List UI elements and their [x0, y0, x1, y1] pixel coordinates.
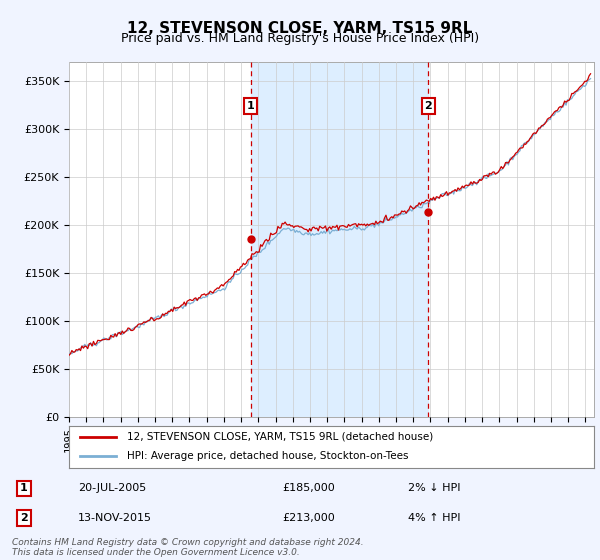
- Text: 1: 1: [247, 101, 254, 111]
- Text: 2% ↓ HPI: 2% ↓ HPI: [408, 483, 461, 493]
- Text: Price paid vs. HM Land Registry's House Price Index (HPI): Price paid vs. HM Land Registry's House …: [121, 32, 479, 45]
- Text: 4% ↑ HPI: 4% ↑ HPI: [408, 513, 461, 523]
- Text: 2: 2: [424, 101, 432, 111]
- Text: 2: 2: [20, 513, 28, 523]
- Text: 1: 1: [20, 483, 28, 493]
- Text: 20-JUL-2005: 20-JUL-2005: [78, 483, 146, 493]
- Text: 12, STEVENSON CLOSE, YARM, TS15 9RL (detached house): 12, STEVENSON CLOSE, YARM, TS15 9RL (det…: [127, 432, 433, 442]
- Text: £185,000: £185,000: [282, 483, 335, 493]
- Text: £213,000: £213,000: [282, 513, 335, 523]
- Text: 12, STEVENSON CLOSE, YARM, TS15 9RL: 12, STEVENSON CLOSE, YARM, TS15 9RL: [127, 21, 473, 36]
- Text: HPI: Average price, detached house, Stockton-on-Tees: HPI: Average price, detached house, Stoc…: [127, 451, 408, 461]
- Bar: [251, 62, 428, 417]
- Text: 13-NOV-2015: 13-NOV-2015: [78, 513, 152, 523]
- Text: Contains HM Land Registry data © Crown copyright and database right 2024.
This d: Contains HM Land Registry data © Crown c…: [12, 538, 364, 557]
